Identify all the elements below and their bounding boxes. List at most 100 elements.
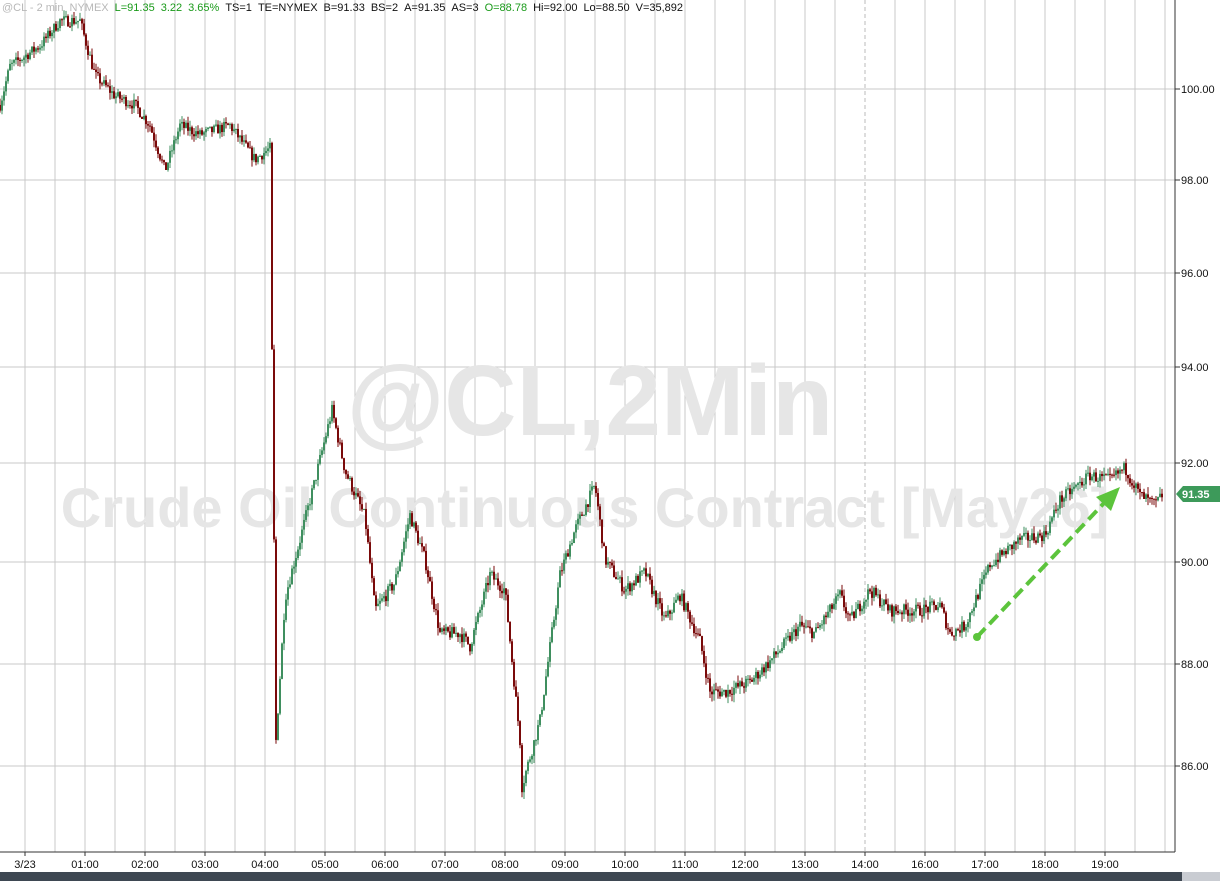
candle-up [1075, 485, 1077, 487]
candle-up [473, 629, 475, 644]
candle-up [523, 783, 525, 793]
candle-down [33, 46, 35, 52]
horizontal-scrollbar[interactable] [0, 872, 1220, 881]
x-tick-label: 02:00 [131, 859, 159, 871]
candle-down [1069, 488, 1071, 495]
candle-up [503, 588, 505, 594]
candle-up [961, 621, 963, 633]
candle-up [259, 155, 261, 157]
candle-up [455, 632, 457, 634]
candle-up [877, 594, 879, 596]
candle-up [857, 603, 859, 610]
candle-up [531, 755, 533, 760]
candle-down [699, 633, 701, 637]
candle-up [583, 514, 585, 516]
y-tick-label: 100.00 [1181, 84, 1215, 96]
candle-up [167, 162, 169, 170]
candle-up [79, 19, 81, 21]
candle-up [179, 123, 181, 132]
candle-down [1039, 533, 1041, 536]
candle-up [773, 651, 775, 659]
candle-up [797, 626, 799, 637]
candle-up [551, 627, 553, 643]
candle-down [81, 19, 83, 24]
candle-down [437, 610, 439, 628]
candle-up [1145, 494, 1147, 499]
arrow-start-dot [973, 633, 981, 641]
candle-up [1107, 473, 1109, 475]
candle-up [71, 18, 73, 27]
candle-up [277, 713, 279, 740]
candle-down [731, 693, 733, 695]
candle-up [495, 578, 497, 580]
candle-up [405, 531, 407, 542]
candle-up [585, 504, 587, 515]
candle-up [559, 570, 561, 588]
candle-up [459, 634, 461, 638]
candle-down [977, 595, 979, 599]
y-tick-label: 92.00 [1181, 458, 1209, 470]
candle-down [351, 477, 353, 492]
candle-up [413, 522, 415, 527]
candle-down [1001, 550, 1003, 555]
candle-down [919, 605, 921, 616]
candle-up [377, 603, 379, 607]
candle-down [347, 474, 349, 479]
candle-down [803, 625, 805, 627]
candle-down [1027, 532, 1029, 541]
candle-up [1077, 483, 1079, 486]
candle-down [853, 611, 855, 619]
candle-up [323, 442, 325, 451]
candle-up [483, 591, 485, 605]
candle-up [9, 63, 11, 71]
candle-down [941, 602, 943, 608]
candle-down [499, 585, 501, 591]
candle-down [811, 628, 813, 639]
candle-down [241, 135, 243, 142]
candle-down [371, 562, 373, 579]
candle-up [195, 131, 197, 137]
candle-up [785, 637, 787, 639]
candle-down [45, 36, 47, 39]
candle-up [279, 678, 281, 714]
candle-down [707, 677, 709, 679]
candle-down [443, 628, 445, 631]
candle-up [287, 587, 289, 600]
candle-down [935, 605, 937, 610]
candle-up [1079, 481, 1081, 484]
candle-down [361, 504, 363, 510]
candle-up [727, 689, 729, 697]
candle-up [555, 608, 557, 620]
candle-down [467, 636, 469, 645]
candle-down [433, 598, 435, 610]
candle-up [315, 479, 317, 481]
bid-field: B=91.33 [323, 2, 365, 14]
candle-down [659, 598, 661, 604]
candle-down [497, 578, 499, 586]
candle-down [905, 604, 907, 610]
candle-up [999, 550, 1001, 562]
candle-down [435, 609, 437, 611]
candle-down [725, 689, 727, 697]
candle-down [719, 691, 721, 697]
candle-down [843, 595, 845, 608]
candle-up [1091, 476, 1093, 481]
candle-up [1043, 531, 1045, 542]
candle-up [537, 725, 539, 741]
candle-down [669, 610, 671, 614]
candle-down [801, 621, 803, 626]
candle-up [489, 572, 491, 586]
candle-down [93, 68, 95, 70]
candle-up [393, 584, 395, 591]
scrollbar-thumb[interactable] [1182, 872, 1220, 881]
candle-down [1137, 483, 1139, 489]
trend-arrow [973, 487, 1120, 641]
candle-up [313, 480, 315, 489]
candle-up [1085, 473, 1087, 485]
candle-down [107, 85, 109, 87]
candle-down [217, 124, 219, 134]
candle-down [493, 571, 495, 580]
candle-down [513, 661, 515, 687]
candle-down [153, 132, 155, 141]
